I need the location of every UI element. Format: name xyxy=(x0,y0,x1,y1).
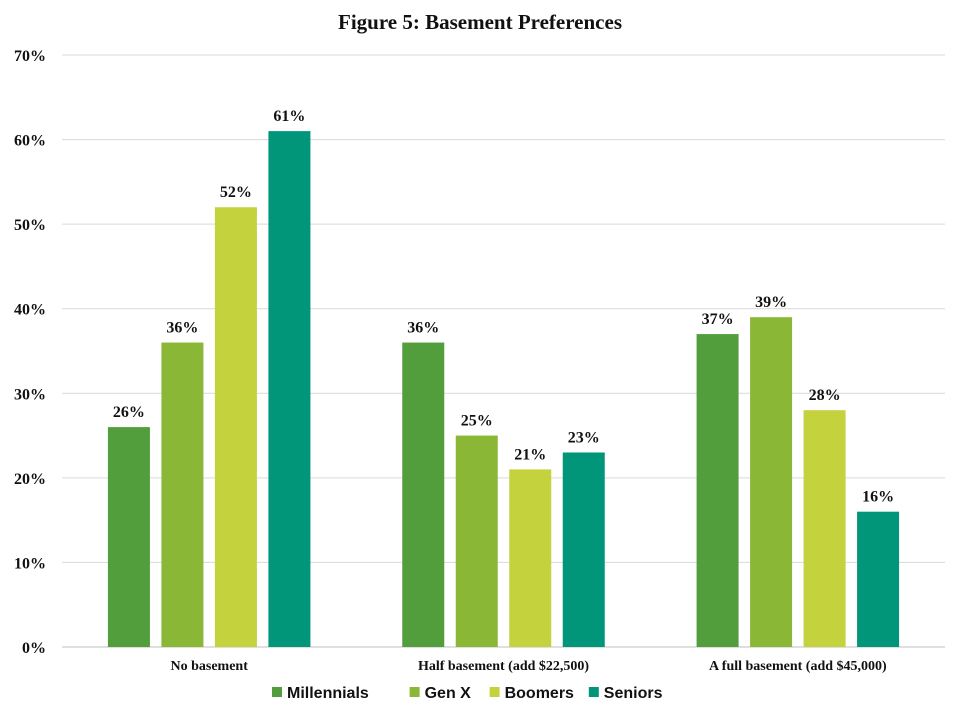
x-category-label: Half basement (add $22,500) xyxy=(418,659,589,674)
data-label: 28% xyxy=(809,387,841,404)
bar xyxy=(268,131,311,648)
bar xyxy=(455,435,498,647)
bar xyxy=(562,452,605,647)
data-label: 61% xyxy=(273,108,305,125)
data-label: 39% xyxy=(755,294,787,311)
legend-swatch xyxy=(409,687,420,697)
legend-label: Seniors xyxy=(604,685,663,702)
legend-swatch xyxy=(272,687,282,697)
bar xyxy=(161,342,204,647)
bar xyxy=(803,410,846,647)
data-label: 16% xyxy=(862,489,894,506)
data-label: 52% xyxy=(220,184,252,201)
y-tick-label: 10% xyxy=(14,555,46,572)
legend-label: Boomers xyxy=(505,685,574,702)
data-label: 36% xyxy=(166,320,198,337)
data-label: 37% xyxy=(702,311,734,328)
data-label: 21% xyxy=(514,446,546,463)
bar xyxy=(214,207,257,647)
y-tick-label: 30% xyxy=(14,386,46,403)
x-category-label: A full basement (add $45,000) xyxy=(709,659,887,674)
legend-swatch xyxy=(588,687,599,697)
data-label: 23% xyxy=(568,429,600,446)
y-tick-label: 40% xyxy=(14,302,46,319)
data-label: 36% xyxy=(407,320,439,337)
data-label: 25% xyxy=(461,413,493,430)
y-tick-label: 60% xyxy=(14,133,46,150)
y-tick-label: 0% xyxy=(22,640,46,657)
data-label: 26% xyxy=(113,404,145,421)
bar xyxy=(696,334,739,647)
bar xyxy=(857,511,900,647)
bar xyxy=(509,469,552,647)
legend-label: Gen X xyxy=(425,685,472,702)
y-tick-label: 20% xyxy=(14,471,46,488)
bar xyxy=(750,317,793,647)
y-tick-label: 50% xyxy=(14,217,46,234)
chart-title: Figure 5: Basement Preferences xyxy=(338,10,622,34)
legend-label: Millennials xyxy=(287,685,369,702)
y-tick-label: 70% xyxy=(14,48,46,65)
x-category-label: No basement xyxy=(170,659,248,674)
legend-swatch xyxy=(489,687,500,697)
bar xyxy=(402,342,445,647)
bar xyxy=(107,427,150,647)
